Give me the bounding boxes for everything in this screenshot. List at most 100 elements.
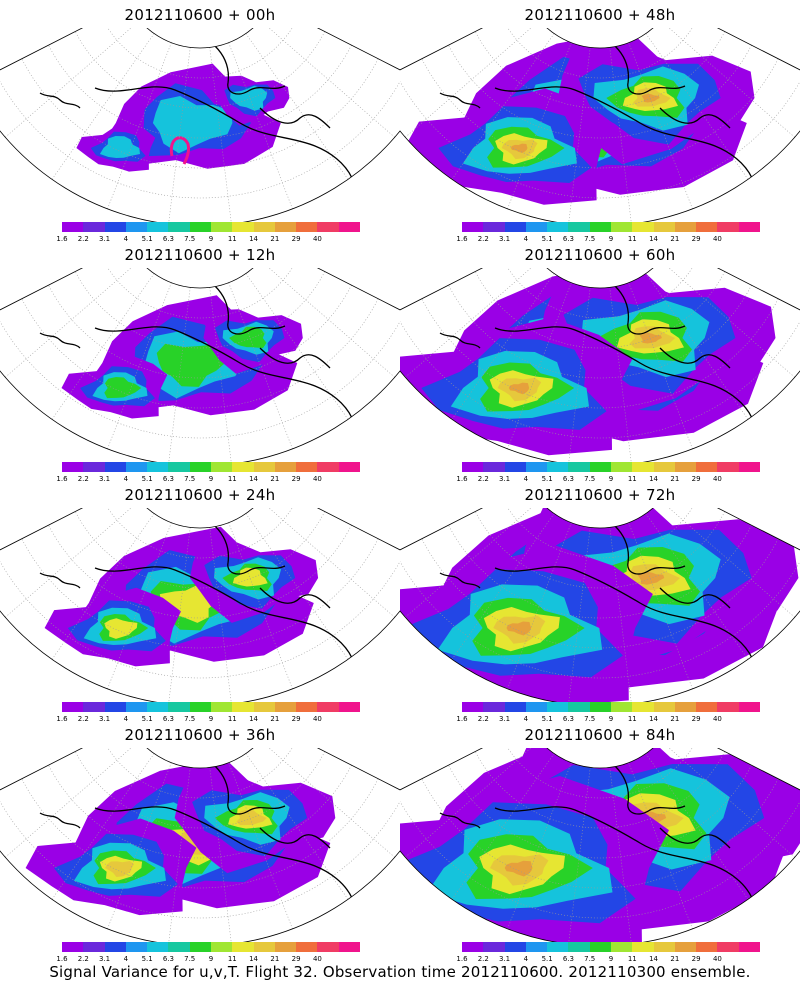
colorbar-swatch xyxy=(568,942,590,952)
map-area xyxy=(400,268,800,463)
colorbar-tick-label: 2.2 xyxy=(77,955,89,963)
colorbar-tick-label: 7.5 xyxy=(584,955,596,963)
colorbar-swatch xyxy=(147,702,169,712)
colorbar-swatch xyxy=(168,462,190,472)
colorbar-swatch xyxy=(210,222,233,232)
colorbar-swatch xyxy=(83,942,105,952)
map-frame xyxy=(400,748,800,943)
colorbar-swatch xyxy=(696,222,718,232)
colorbar-swatch xyxy=(568,222,590,232)
observation-track xyxy=(169,136,190,165)
colorbar-tick-label: 1.6 xyxy=(456,715,468,723)
colorbar-swatch xyxy=(168,942,190,952)
colorbar-tick-label: 11 xyxy=(627,955,637,963)
variance-contour xyxy=(104,377,142,399)
colorbar-tick-label: 4 xyxy=(123,235,129,243)
colorbar-swatch xyxy=(210,942,233,952)
colorbar-swatch xyxy=(232,702,254,712)
colorbar-swatch xyxy=(296,222,318,232)
colorbar-swatch xyxy=(253,462,275,472)
map-area xyxy=(0,748,400,943)
colorbar-swatch xyxy=(125,222,148,232)
colorbar-tick-label: 11 xyxy=(627,475,637,483)
panel-title: 2012110600 + 84h xyxy=(524,726,676,744)
variance-contour xyxy=(104,618,138,639)
coastline xyxy=(439,285,753,419)
colorbar-tick-label: 21 xyxy=(670,955,680,963)
colorbar-tick-label: 4 xyxy=(123,715,129,723)
colorbar-swatch xyxy=(504,942,526,952)
colorbar-swatch xyxy=(653,222,675,232)
colorbar-swatch xyxy=(547,702,569,712)
colorbar-tick-label: 3.1 xyxy=(98,955,111,963)
colorbar-tick-label: 5.1 xyxy=(541,955,553,963)
colorbar-swatch xyxy=(568,702,590,712)
colorbar-tick-label: 4 xyxy=(523,715,529,723)
colorbar-tick-label: 14 xyxy=(249,715,259,723)
colorbar-labels: 1.6 2.2 3.1 4 5.1 6.3 7.5 9 11 14 21 29 40 xyxy=(56,475,360,485)
colorbar-swatch xyxy=(738,702,760,712)
colorbar-tick-label: 40 xyxy=(712,235,722,243)
colorbar-tick-label: 9 xyxy=(208,235,214,243)
colorbar-tick-label: 7.5 xyxy=(584,475,596,483)
colorbar-tick-label: 6.3 xyxy=(162,235,174,243)
colorbar xyxy=(462,462,760,472)
colorbar-swatch xyxy=(696,462,718,472)
colorbar-tick-label: 14 xyxy=(649,955,659,963)
colorbar-swatch xyxy=(232,222,254,232)
colorbar-swatch xyxy=(483,702,505,712)
colorbar-swatch xyxy=(462,942,484,952)
panel-title: 2012110600 + 60h xyxy=(524,246,676,264)
colorbar-labels: 1.6 2.2 3.1 4 5.1 6.3 7.5 9 11 14 21 29 40 xyxy=(456,475,760,485)
colorbar-tick-label: 29 xyxy=(291,715,301,723)
colorbar-swatch xyxy=(632,942,654,952)
colorbar-tick-label: 29 xyxy=(291,475,301,483)
colorbar-tick-label: 29 xyxy=(691,235,701,243)
colorbar-tick-label: 1.6 xyxy=(56,715,68,723)
colorbar-swatch xyxy=(462,702,484,712)
colorbar-tick-label: 4 xyxy=(123,475,129,483)
colorbar-swatch xyxy=(189,462,211,472)
map-panel-00h: 2012110600 + 00h 1.6 2.2 3.1 4 5.1 6.3 7.5 9 11 1… xyxy=(0,0,400,243)
colorbar-tick-label: 11 xyxy=(227,475,237,483)
colorbar xyxy=(462,222,760,232)
colorbar-swatch xyxy=(717,702,739,712)
variance-contour xyxy=(510,143,528,153)
colorbar-tick-label: 40 xyxy=(312,715,322,723)
colorbar-tick-label: 3.1 xyxy=(498,955,511,963)
colorbar-swatch xyxy=(83,702,105,712)
map-frame xyxy=(0,28,400,223)
colorbar-swatch xyxy=(210,462,233,472)
variance-contour xyxy=(637,571,665,585)
colorbar-tick-label: 1.6 xyxy=(56,955,68,963)
colorbar-swatch xyxy=(104,942,126,952)
colorbar xyxy=(62,222,360,232)
colorbar-swatch xyxy=(232,462,254,472)
colorbar-swatch xyxy=(125,942,148,952)
colorbar-tick-label: 6.3 xyxy=(562,955,574,963)
colorbar xyxy=(62,702,360,712)
colorbar-tick-label: 7.5 xyxy=(184,235,196,243)
colorbar-swatch xyxy=(525,462,548,472)
coastline xyxy=(39,285,353,419)
colorbar-tick-label: 11 xyxy=(227,955,237,963)
colorbar-tick-label: 3.1 xyxy=(98,475,111,483)
colorbar-tick-label: 2.2 xyxy=(477,475,489,483)
colorbar-swatch xyxy=(62,702,84,712)
colorbar-swatch xyxy=(589,942,611,952)
variance-field xyxy=(44,526,319,667)
colorbar-swatch xyxy=(317,222,339,232)
colorbar-tick-label: 5.1 xyxy=(141,715,153,723)
colorbar-tick-label: 2.2 xyxy=(477,235,489,243)
colorbar-tick-label: 7.5 xyxy=(184,475,196,483)
colorbar-tick-label: 29 xyxy=(691,955,701,963)
colorbar-tick-label: 21 xyxy=(270,235,280,243)
map-area xyxy=(0,268,400,463)
colorbar-swatch xyxy=(62,942,84,952)
colorbar-swatch xyxy=(104,702,126,712)
colorbar-tick-label: 21 xyxy=(270,955,280,963)
variance-contour xyxy=(508,382,530,395)
coastline xyxy=(439,765,753,899)
colorbar-swatch xyxy=(125,702,148,712)
colorbar-tick-label: 14 xyxy=(649,235,659,243)
